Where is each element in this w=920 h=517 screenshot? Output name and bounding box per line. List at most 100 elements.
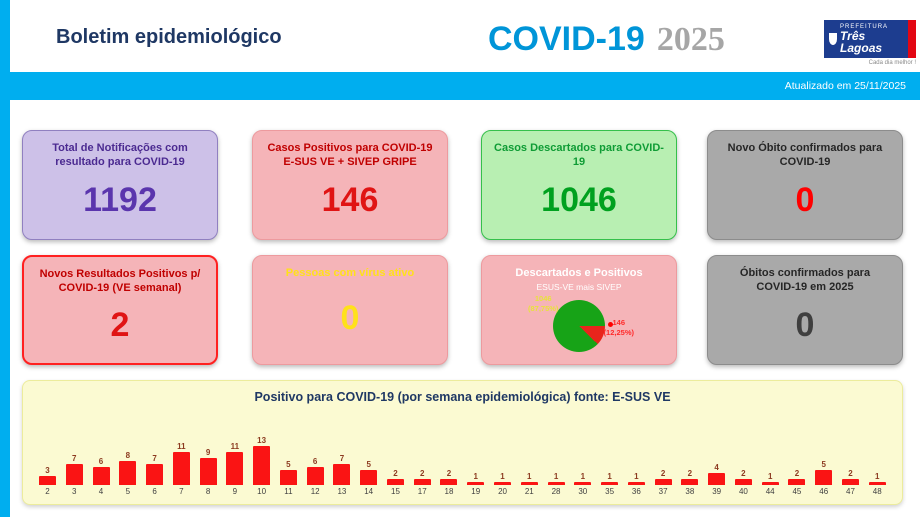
bar-column: 6 12 — [303, 415, 328, 497]
bar — [199, 458, 217, 485]
bar-column: 5 14 — [356, 415, 381, 497]
bar-column: 2 17 — [410, 415, 435, 497]
bar-value-label: 4 — [714, 463, 719, 472]
bar-value-label: 1 — [473, 472, 478, 481]
bar-value-label: 1 — [634, 472, 639, 481]
card-value: 1046 — [541, 180, 617, 219]
bar-column: 13 10 — [249, 415, 274, 497]
card-title: Novo Óbito confirmados para COVID-19 — [727, 142, 883, 169]
bar-x-label: 6 — [152, 487, 157, 496]
bar — [547, 482, 565, 485]
prefeitura-logo: PREFEITURA Três Lagoas Cada dia melhor ! — [824, 20, 916, 66]
bar-x-label: 8 — [205, 487, 211, 496]
bar — [413, 479, 431, 485]
bar-x-label: 44 — [765, 487, 775, 496]
bar-column: 4 39 — [704, 415, 729, 497]
card-subtitle: ESUS-VE mais SIVEP — [536, 282, 622, 293]
bar-value-label: 11 — [230, 442, 240, 451]
bar-x-label: 20 — [498, 487, 507, 496]
bar-value-label: 7 — [72, 454, 77, 463]
card-positive-cases: Casos Positivos para COVID-19 E-SUS VE +… — [252, 130, 448, 240]
bar-x-label: 37 — [658, 487, 668, 496]
page-title-year: 2025 — [656, 21, 725, 58]
bar-x-label: 12 — [310, 487, 320, 496]
bar-value-label: 6 — [312, 457, 318, 466]
logo-tagline: Cada dia melhor ! — [868, 60, 916, 66]
bar-x-label: 7 — [179, 487, 184, 496]
updated-at-text: Atualizado em 25/11/2025 — [784, 80, 906, 92]
header: Boletim epidemiológico COVID-19 2025 PREF… — [10, 0, 920, 72]
bulletin-brand-title: Boletim epidemiológico — [56, 26, 282, 48]
bar — [226, 452, 244, 485]
logo-row: PREFEITURA Três Lagoas — [824, 20, 916, 58]
bar-x-label: 36 — [631, 487, 641, 496]
bar — [654, 479, 672, 485]
card-value: 0 — [795, 305, 815, 344]
bar-column: 1 30 — [570, 415, 595, 497]
bar-value-label: 13 — [257, 436, 267, 445]
card-value: 146 — [321, 180, 379, 219]
pie-chart-area: 1046 (87,75%) 146 (12,25%) — [494, 292, 664, 356]
bar-value-label: 1 — [500, 472, 505, 481]
card-value: 0 — [795, 180, 815, 219]
bar-value-label: 9 — [205, 448, 211, 457]
bar-value-label: 8 — [125, 451, 131, 460]
bar-x-label: 17 — [417, 487, 427, 496]
bar-column: 1 21 — [517, 415, 542, 497]
bar — [601, 482, 619, 485]
pie-label-positive: 146 (12,25%) — [604, 318, 634, 337]
bar — [119, 461, 137, 485]
bar — [172, 452, 190, 485]
bar-x-label: 5 — [125, 487, 131, 496]
card-active-virus: Pessoas com vírus ativo 0 — [252, 255, 448, 365]
card-title: Óbitos confirmados para COVID-19 em 2025 — [739, 267, 871, 294]
bar-column: 11 7 — [169, 415, 194, 497]
bar-column: 2 38 — [677, 415, 702, 497]
pie-marker-dot — [608, 322, 613, 328]
bar-x-label: 48 — [872, 487, 882, 496]
page-title-covid: COVID-19 — [488, 20, 645, 58]
bar-value-label: 3 — [45, 466, 50, 475]
bar-value-label: 5 — [286, 460, 291, 469]
card-total-notifications: Total de Notificações com resultado para… — [22, 130, 218, 240]
card-title: Pessoas com vírus ativo — [285, 267, 415, 279]
bar-value-label: 11 — [177, 442, 186, 451]
bar-value-label: 2 — [848, 469, 853, 478]
bar-column: 5 46 — [811, 415, 836, 497]
bar-value-label: 7 — [152, 454, 157, 463]
bar — [868, 482, 886, 485]
bar-x-label: 38 — [685, 487, 695, 496]
bar-column: 1 48 — [865, 415, 890, 497]
bar-x-label: 40 — [738, 487, 748, 496]
bar-value-label: 2 — [393, 469, 398, 478]
card-discarded-positive-pie: Descartados e Positivos ESUS-VE mais SIV… — [481, 255, 677, 365]
bar-x-label: 10 — [257, 487, 267, 496]
bar-column: 1 19 — [463, 415, 488, 497]
bar-x-label: 2 — [45, 487, 50, 496]
weekly-bar-chart: 3 2 7 3 6 4 8 5 7 6 11 7 9 8 11 9 13 10 5 11 6 12 7 13 5 14 2 15 2 17… — [35, 415, 890, 497]
card-title: Total de Notificações com resultado para… — [52, 142, 188, 169]
logo-main-box: PREFEITURA Três Lagoas — [824, 20, 908, 58]
logo-line2: Três Lagoas — [840, 29, 883, 55]
bar — [39, 476, 56, 485]
bar-column: 2 40 — [731, 415, 756, 497]
bar — [333, 464, 351, 485]
pie-label-positive-pct: (12,25%) — [603, 327, 634, 337]
bar-value-label: 1 — [607, 472, 612, 481]
bar-column: 1 36 — [624, 415, 649, 497]
bar — [440, 479, 458, 485]
bar-column: 1 20 — [490, 415, 515, 497]
bar-x-label: 11 — [284, 487, 293, 496]
pie-label-discarded-pct: (87,75%) — [528, 303, 559, 313]
bar-x-label: 28 — [551, 487, 561, 496]
bar — [761, 482, 779, 485]
bar-x-label: 13 — [337, 487, 347, 496]
card-value: 2 — [110, 305, 130, 344]
bar — [65, 464, 83, 485]
bar-x-label: 21 — [524, 487, 534, 496]
bar-value-label: 7 — [339, 454, 345, 463]
bar — [146, 464, 164, 485]
